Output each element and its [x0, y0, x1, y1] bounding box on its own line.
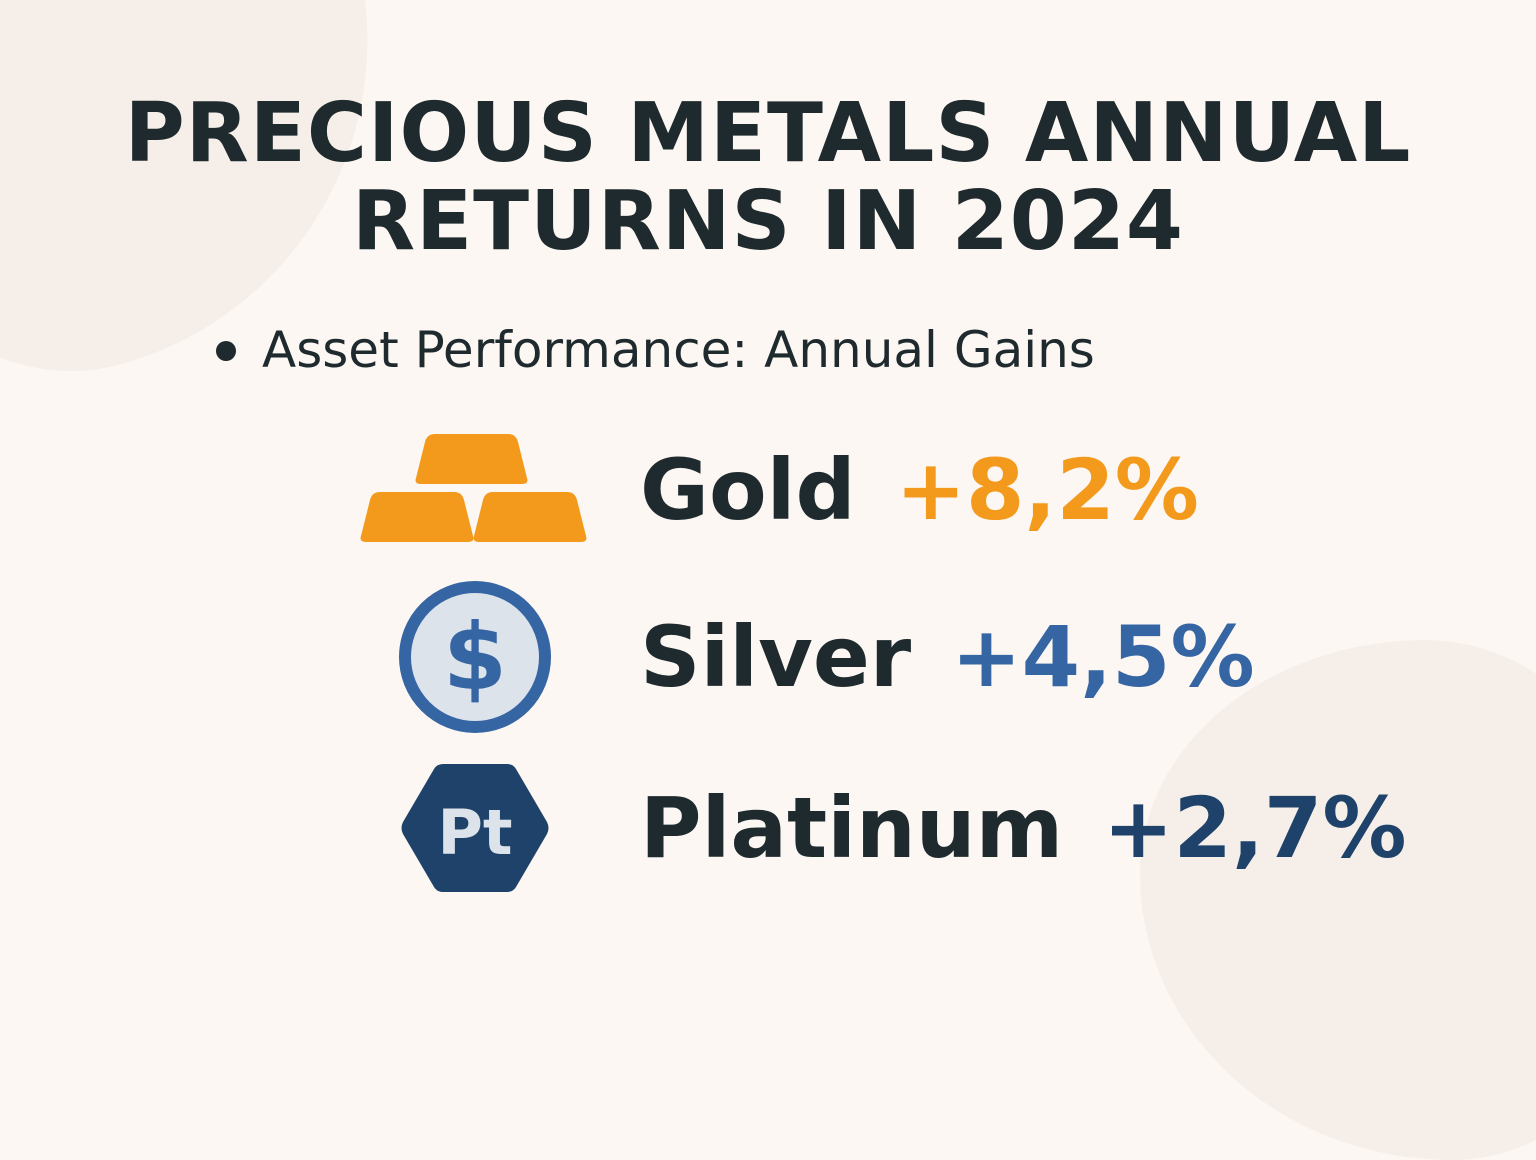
subtitle-text: Asset Performance: Annual Gains	[262, 321, 1095, 379]
metal-return: +2,7%	[1103, 779, 1407, 877]
metal-name: Platinum	[640, 779, 1064, 877]
metal-row-silver: $ Silver +4,5%	[350, 581, 1255, 733]
metal-name: Silver	[640, 608, 912, 706]
page-title: PRECIOUS METALS ANNUAL RETURNS IN 2024	[0, 90, 1536, 266]
metal-row-platinum: Pt Platinum +2,7%	[350, 762, 1406, 894]
dollar-coin-icon: $	[350, 581, 600, 733]
metal-name: Gold	[640, 441, 856, 539]
metal-row-gold: Gold +8,2%	[350, 432, 1199, 548]
svg-text:Pt: Pt	[437, 796, 512, 869]
svg-text:$: $	[443, 604, 507, 711]
pt-hexagon-icon: Pt	[350, 762, 600, 894]
metal-return: +8,2%	[895, 441, 1199, 539]
title-line-2: RETURNS IN 2024	[352, 174, 1184, 269]
bullet-icon	[216, 341, 236, 361]
title-line-1: PRECIOUS METALS ANNUAL	[124, 86, 1412, 181]
subtitle: Asset Performance: Annual Gains	[216, 318, 1095, 382]
metal-return: +4,5%	[951, 608, 1255, 706]
gold-bars-icon	[350, 432, 600, 548]
